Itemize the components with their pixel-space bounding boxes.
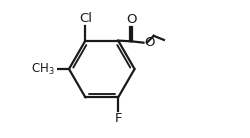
Text: O: O (126, 13, 136, 26)
Text: CH$_3$: CH$_3$ (31, 61, 55, 77)
Text: Cl: Cl (79, 12, 92, 25)
Text: F: F (114, 112, 122, 125)
Text: O: O (144, 36, 155, 49)
